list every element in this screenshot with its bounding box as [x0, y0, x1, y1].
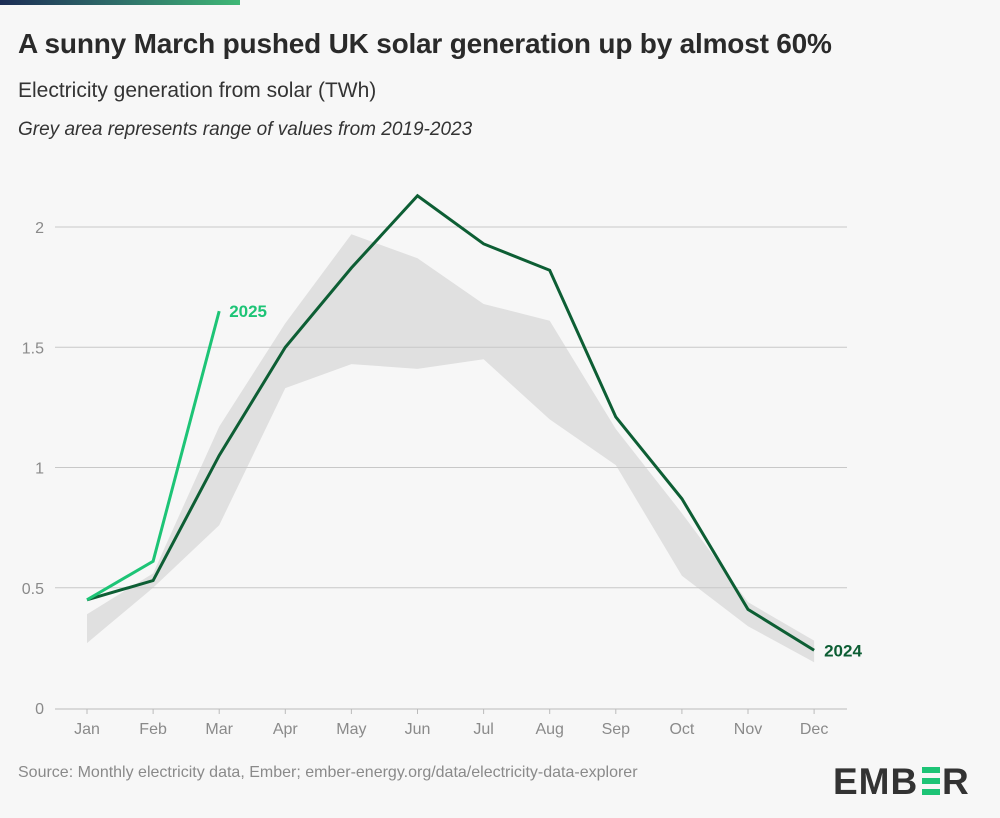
series-line-2025 [86, 310, 221, 602]
x-tick-label: Mar [205, 721, 233, 738]
x-tick-label: Sep [602, 721, 631, 738]
x-tick-label: Apr [273, 721, 299, 738]
series-label-2024: 2024 [824, 641, 862, 660]
ember-logo: EMB R [833, 764, 968, 798]
series-label-2025: 2025 [229, 302, 267, 321]
y-tick-label: 0 [35, 701, 44, 718]
x-tick-label: Jul [473, 721, 493, 738]
chart-subtitle: Electricity generation from solar (TWh) [18, 79, 377, 102]
series-line-2024 [86, 193, 815, 652]
y-tick-label: 0.5 [22, 581, 44, 598]
svg-text:R: R [942, 764, 968, 798]
chart-note: Grey area represents range of values fro… [18, 119, 473, 140]
y-tick-label: 1 [35, 461, 44, 478]
x-tick-label: Feb [139, 721, 167, 738]
source-text: Source: Monthly electricity data, Ember;… [18, 764, 638, 781]
x-tick-label: Aug [535, 721, 563, 738]
accent-bar [0, 0, 240, 5]
range-area [87, 234, 815, 663]
x-tick-label: Nov [734, 721, 762, 738]
y-tick-label: 1.5 [22, 340, 44, 357]
svg-text:EMB: EMB [833, 764, 918, 798]
y-tick-label: 2 [35, 220, 44, 237]
x-tick-label: Oct [669, 721, 694, 738]
x-tick-label: Dec [800, 721, 828, 738]
x-tick-label: Jun [405, 721, 431, 738]
x-tick-label: May [336, 721, 366, 738]
chart-title: A sunny March pushed UK solar generation… [18, 28, 832, 59]
x-tick-label: Jan [74, 721, 100, 738]
